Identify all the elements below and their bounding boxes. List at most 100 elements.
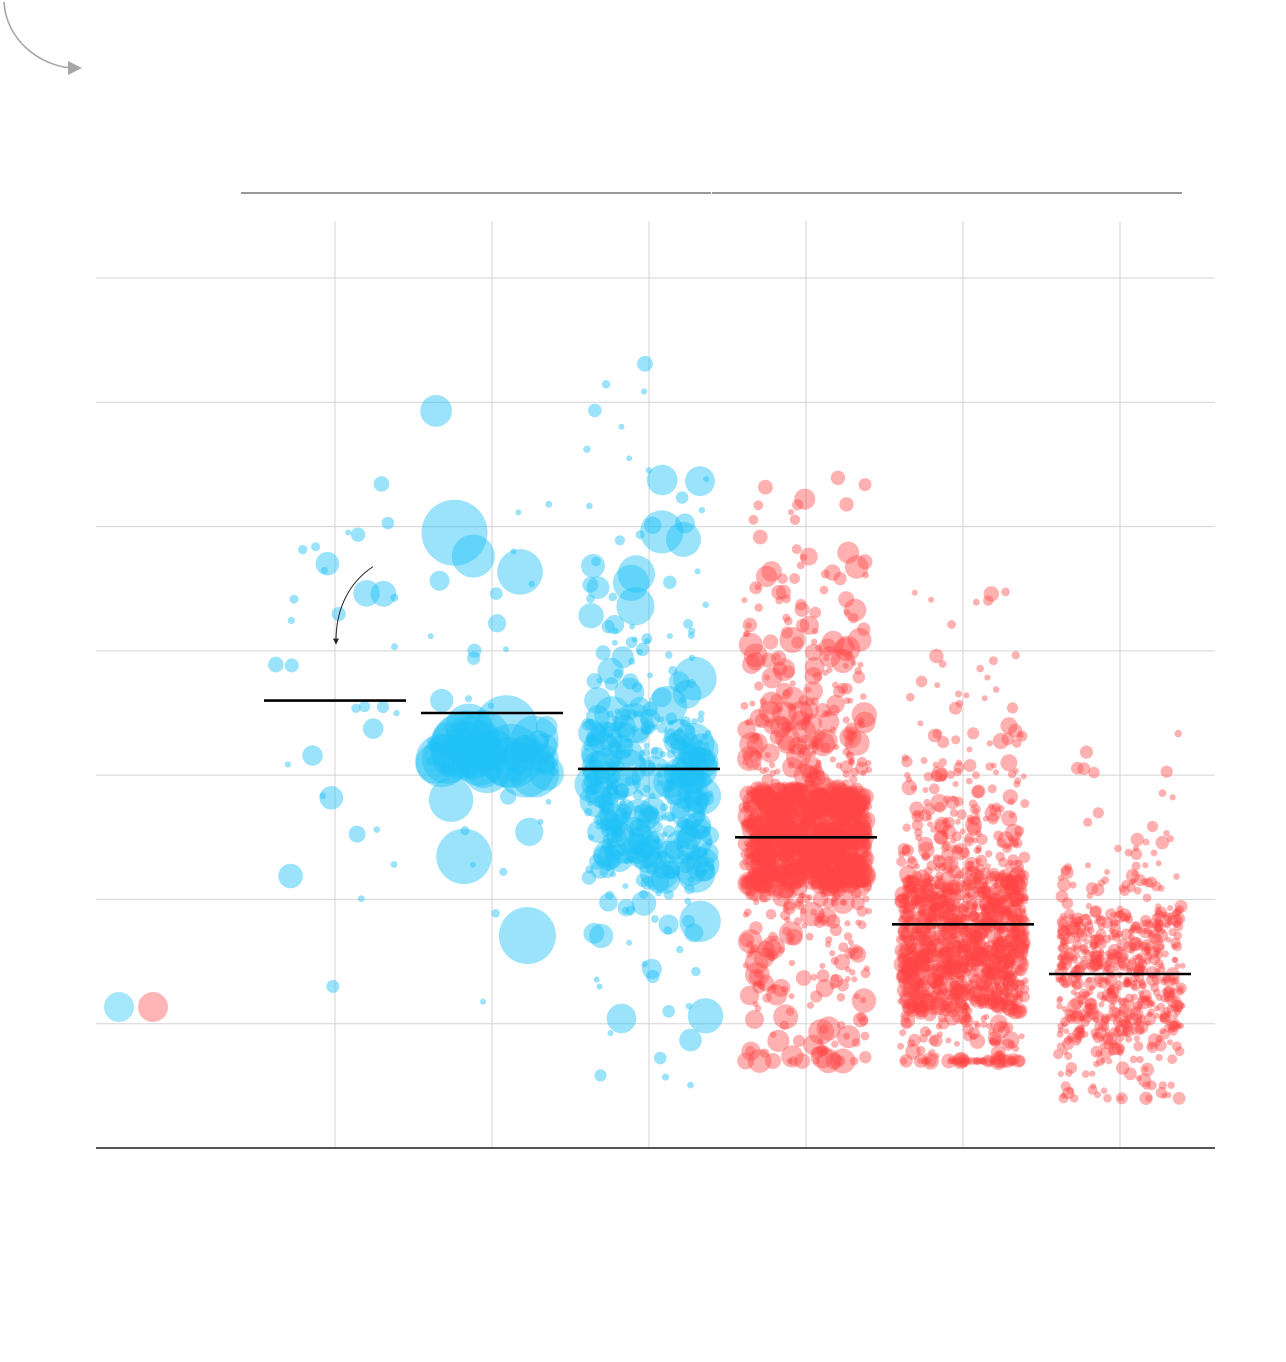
- data-point: [747, 1049, 772, 1073]
- data-point: [966, 746, 973, 753]
- data-point: [742, 911, 749, 918]
- data-point: [452, 736, 464, 749]
- data-point: [853, 821, 866, 834]
- data-point: [686, 678, 697, 689]
- data-point: [822, 805, 832, 815]
- data-point: [785, 781, 802, 798]
- data-point: [771, 585, 787, 600]
- data-point: [901, 779, 918, 796]
- data-point: [441, 767, 448, 774]
- data-point: [430, 742, 442, 754]
- data-point: [685, 1002, 693, 1010]
- data-point: [831, 899, 839, 907]
- data-point: [614, 708, 621, 715]
- data-point: [754, 830, 761, 838]
- data-point: [1174, 1004, 1183, 1013]
- data-point: [662, 861, 681, 880]
- data-point: [833, 784, 856, 806]
- data-point: [677, 765, 707, 795]
- data-point: [759, 860, 772, 873]
- data-point: [460, 826, 470, 836]
- data-point: [1124, 848, 1133, 857]
- data-point: [781, 866, 794, 879]
- data-point: [746, 652, 766, 671]
- data-point: [1160, 765, 1173, 778]
- data-point: [1089, 1070, 1096, 1077]
- data-point: [1114, 919, 1121, 926]
- data-point: [854, 868, 871, 885]
- data-point: [635, 873, 650, 887]
- data-point: [818, 711, 840, 733]
- data-point: [808, 848, 829, 869]
- data-point: [765, 909, 777, 920]
- data-point: [770, 715, 792, 738]
- data-point: [841, 813, 863, 835]
- data-point: [623, 750, 631, 758]
- data-point: [633, 805, 642, 813]
- data-point: [857, 622, 871, 636]
- data-point: [694, 869, 702, 877]
- data-point: [794, 831, 810, 847]
- data-point: [528, 580, 535, 588]
- data-point: [657, 779, 664, 787]
- data-point: [959, 866, 973, 881]
- data-point: [806, 839, 831, 865]
- data-point: [817, 838, 824, 845]
- data-point: [763, 674, 771, 681]
- data-point: [1063, 1028, 1070, 1035]
- data-point: [1169, 794, 1176, 801]
- data-point: [529, 755, 564, 791]
- data-point: [979, 976, 989, 985]
- data-point: [599, 812, 623, 835]
- data-point: [982, 893, 992, 903]
- data-point: [745, 760, 755, 769]
- data-point: [851, 988, 877, 1013]
- data-point: [776, 799, 786, 809]
- data-point: [823, 655, 830, 662]
- data-point: [844, 800, 865, 821]
- data-point: [646, 969, 660, 984]
- data-point: [764, 795, 774, 804]
- data-point: [780, 871, 803, 893]
- data-point: [954, 1040, 960, 1047]
- data-point: [1008, 942, 1015, 949]
- data-point: [833, 806, 840, 812]
- data-point: [973, 926, 988, 941]
- data-point: [615, 803, 632, 820]
- data-point: [626, 455, 633, 462]
- data-point: [980, 1015, 987, 1022]
- data-point: [472, 759, 480, 767]
- data-point: [812, 872, 822, 882]
- data-point: [1003, 953, 1010, 960]
- data-point: [637, 710, 644, 717]
- data-point: [1055, 890, 1069, 903]
- data-point: [319, 792, 327, 800]
- data-point: [781, 1045, 804, 1068]
- data-point: [581, 553, 605, 578]
- data-point: [841, 682, 853, 695]
- data-point: [737, 836, 753, 852]
- data-point: [580, 732, 623, 775]
- data-point: [748, 881, 755, 889]
- annotation-arrowhead-icon: [333, 638, 339, 645]
- data-point: [800, 713, 823, 735]
- data-point: [770, 694, 782, 705]
- data-point: [584, 718, 596, 731]
- data-point: [966, 1057, 973, 1065]
- data-point: [831, 867, 847, 883]
- data-point: [597, 792, 619, 813]
- data-point: [756, 847, 763, 854]
- data-point: [757, 940, 775, 958]
- data-point: [952, 781, 959, 788]
- data-point: [591, 556, 601, 567]
- data-point: [831, 1040, 839, 1048]
- data-point: [839, 497, 854, 512]
- data-point: [1155, 860, 1162, 867]
- data-point: [1102, 1033, 1114, 1045]
- data-point: [677, 854, 716, 893]
- data-point: [685, 733, 719, 767]
- data-point: [627, 855, 635, 863]
- data-point: [633, 779, 640, 786]
- data-point: [748, 823, 764, 839]
- data-point: [822, 821, 833, 832]
